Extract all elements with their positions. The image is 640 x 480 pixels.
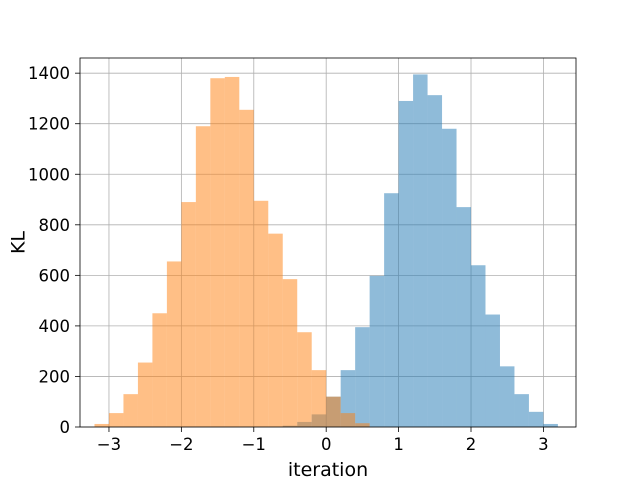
histogram-bar	[181, 202, 196, 427]
y-tick-label: 1000	[28, 165, 70, 184]
series-1	[282, 74, 558, 427]
histogram-bar	[528, 411, 544, 427]
histogram-bar	[166, 261, 182, 427]
y-axis-label: KL	[8, 231, 30, 254]
histogram-bar	[239, 109, 254, 427]
histogram-bar	[268, 233, 283, 427]
histogram-bar	[398, 100, 414, 427]
histogram-bar	[210, 78, 225, 427]
histogram-bar	[427, 95, 443, 427]
x-tick-label: −3	[97, 435, 121, 454]
histogram-bar	[384, 193, 399, 427]
histogram-bar	[413, 74, 428, 427]
x-tick-label: 1	[393, 435, 404, 454]
plot-frame	[79, 57, 577, 428]
y-tick-label: 200	[39, 367, 71, 386]
histogram-bar	[123, 394, 138, 427]
y-tick-label: 1200	[28, 115, 70, 134]
histogram-bar	[485, 314, 500, 427]
histogram-bar	[224, 76, 240, 428]
histogram-bar	[195, 126, 211, 428]
x-axis-label: iteration	[288, 459, 368, 480]
histogram-bar	[355, 327, 370, 427]
histogram-bar	[137, 362, 153, 427]
histogram-bar	[297, 332, 312, 427]
y-tick-label: 600	[39, 266, 71, 285]
histogram-bar	[369, 275, 385, 427]
y-tick-label: 400	[39, 317, 71, 336]
histogram-bar	[282, 279, 298, 427]
histogram-bar	[253, 200, 269, 427]
x-tick-label: 2	[466, 435, 477, 454]
histogram-bar	[355, 423, 370, 427]
x-tick-label: 0	[321, 435, 332, 454]
histogram-bar	[456, 207, 472, 427]
histogram-bar	[340, 413, 356, 427]
x-tick-label: 3	[538, 435, 549, 454]
histogram-bar	[442, 128, 457, 427]
histogram-bar	[108, 413, 124, 427]
axis-ticks: −3 −2 −1 0 1 2 3 0 200 400 600 800 1000 1200 1400	[28, 64, 549, 454]
histogram-bar	[152, 313, 167, 427]
histogram-bar	[311, 370, 327, 427]
histogram-bar	[94, 423, 109, 427]
histogram-bar	[543, 423, 558, 427]
y-tick-label: 800	[39, 216, 71, 235]
series-2	[94, 76, 370, 428]
histogram-bar	[471, 265, 486, 427]
histogram-bars	[94, 74, 558, 428]
histogram-bar	[499, 366, 515, 427]
y-tick-label: 0	[60, 418, 71, 437]
x-tick-label: −2	[169, 435, 193, 454]
histogram-bar	[514, 394, 529, 427]
histogram-bar	[340, 370, 356, 427]
histogram-bar	[326, 396, 341, 427]
y-tick-label: 1400	[28, 64, 70, 83]
x-tick-label: −1	[242, 435, 266, 454]
